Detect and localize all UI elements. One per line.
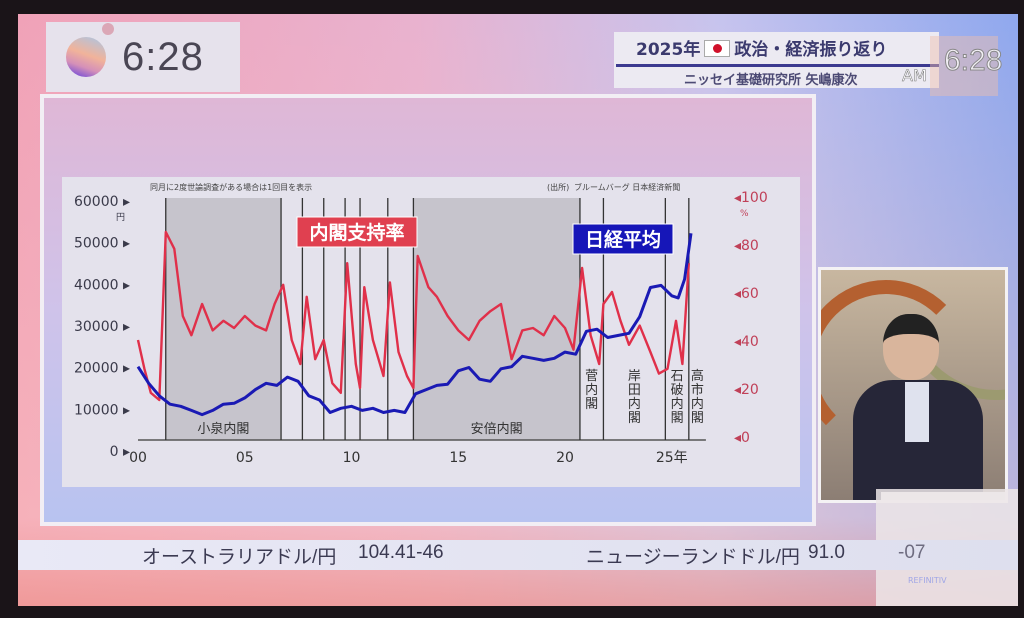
channel-logo-icon	[66, 23, 114, 77]
cabinet-label: 小泉内閣	[197, 421, 249, 437]
x-tick-label: 00	[129, 450, 147, 466]
clock-badge: 6:28	[46, 22, 240, 92]
cabinet-label: 石破内閣	[671, 369, 684, 426]
watermark-time: 6:28	[943, 44, 1003, 78]
ticker-aud-value: 104.41-46	[358, 542, 444, 563]
nikkei-label-box	[572, 223, 674, 255]
guest-name: ニッセイ基礎研究所 矢嶋康次	[684, 73, 858, 88]
right-tick-label: ◂100	[734, 190, 768, 206]
right-tick-label: ◂40	[734, 334, 759, 350]
cabinet-label: 安倍内閣	[471, 421, 523, 437]
x-tick-label: 25年	[656, 450, 688, 466]
left-tick-label: 20000 ▸	[74, 361, 130, 377]
right-tick-label: ◂0	[734, 430, 750, 446]
right-tick-label: ◂20	[734, 382, 759, 398]
approval-label-box	[296, 216, 418, 248]
left-tick-label: 0 ▸	[110, 444, 130, 460]
clock-time: 6:28	[122, 34, 204, 79]
cabinet-label: 岸田内閣	[628, 369, 641, 426]
watermark-box	[930, 36, 998, 96]
left-axis-unit: 円	[116, 212, 125, 223]
ticker-nzd-value-tail: -07	[898, 542, 926, 563]
presenter-video	[818, 267, 1008, 503]
cabinet-shade	[413, 198, 580, 440]
currency-ticker: オーストラリアドル/円 104.41-46 ニュージーランドドル/円 91.0 …	[18, 540, 1018, 570]
right-axis-unit: %	[740, 209, 749, 219]
ticker-nzd-label: ニュージーランドドル/円	[586, 547, 800, 568]
source-text: ブルームバーグ 日本経済新聞	[574, 182, 680, 192]
cabinet-label: 菅内閣	[585, 369, 598, 412]
right-tick-label: ◂80	[734, 238, 759, 254]
segment-year: 2025年	[636, 40, 701, 60]
japan-flag-icon	[704, 40, 731, 57]
left-tick-label: 60000 ▸	[74, 194, 130, 210]
segment-topic: 政治・経済振り返り	[734, 40, 888, 60]
left-tick-label: 40000 ▸	[74, 277, 130, 293]
x-tick-label: 20	[556, 450, 574, 466]
x-tick-label: 15	[449, 450, 467, 466]
approval-label: 内閣支持率	[309, 221, 404, 244]
x-tick-label: 05	[236, 450, 254, 466]
nikkei-label: 日経平均	[585, 228, 661, 251]
right-tick-label: ◂60	[734, 286, 759, 302]
ticker-nzd-value: 91.0	[808, 542, 845, 563]
x-tick-label: 10	[343, 450, 361, 466]
left-tick-label: 30000 ▸	[74, 319, 130, 335]
source-tag: (出所)	[547, 182, 569, 192]
data-provider: REFINITIV	[908, 576, 947, 585]
chart-note: 同月に2度世論調査がある場合は1回目を表示	[150, 182, 312, 192]
left-tick-label: 10000 ▸	[74, 402, 130, 418]
watermark-am: AM	[902, 66, 927, 86]
cabinet-label: 高市内閣	[691, 368, 704, 426]
left-tick-label: 50000 ▸	[74, 236, 130, 252]
segment-title: 2025年 政治・経済振り返り ニッセイ基礎研究所 矢嶋康次	[614, 32, 939, 88]
ticker-aud-label: オーストラリアドル/円	[142, 547, 337, 568]
series-line-nikkei	[136, 233, 693, 417]
